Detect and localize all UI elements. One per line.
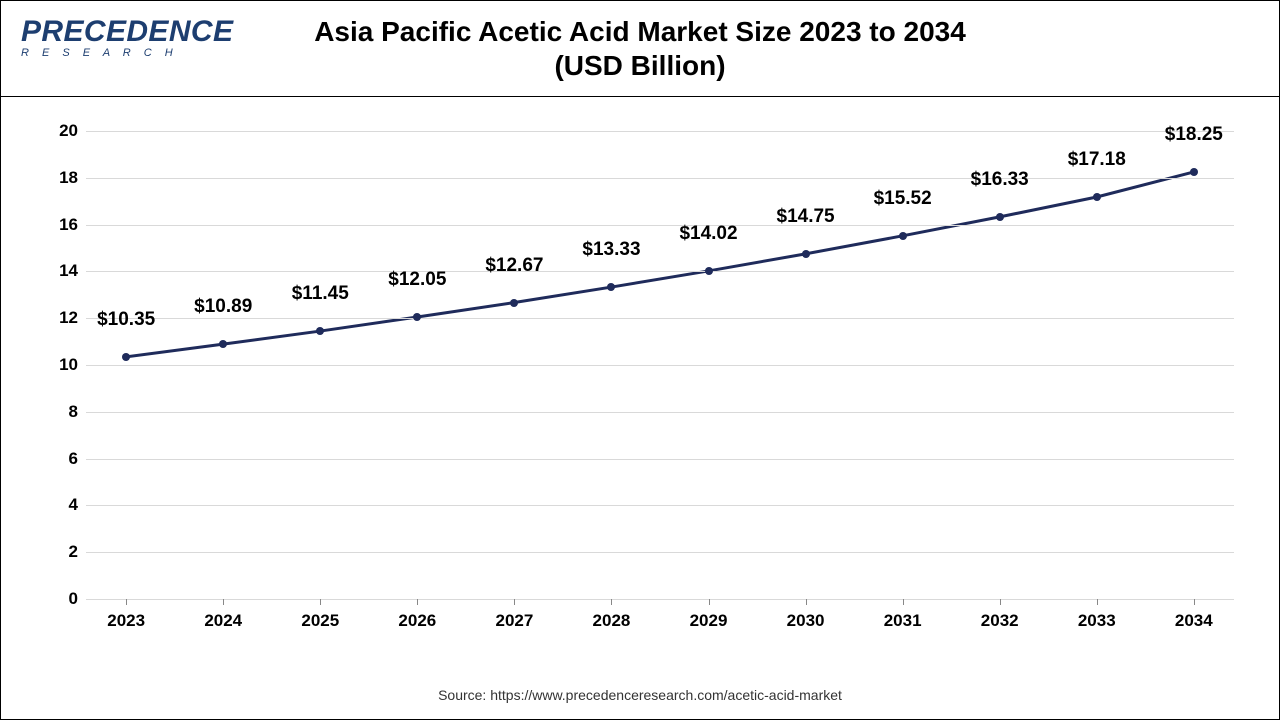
gridline (86, 318, 1234, 319)
y-tick-label: 12 (46, 308, 78, 328)
x-tick-label: 2034 (1175, 611, 1213, 631)
data-label: $14.02 (679, 223, 737, 245)
data-point (122, 353, 130, 361)
data-label: $10.35 (97, 309, 155, 331)
y-tick-label: 8 (46, 402, 78, 422)
data-point (219, 340, 227, 348)
gridline (86, 505, 1234, 506)
gridline (86, 599, 1234, 600)
title-line1: Asia Pacific Acetic Acid Market Size 202… (314, 16, 966, 47)
plot-wrap: 0 2 4 6 8 10 12 14 16 18 20 2023 2024 2025 2026 2027 202… (31, 121, 1249, 654)
data-point (607, 283, 615, 291)
gridline (86, 131, 1234, 132)
gridline (86, 365, 1234, 366)
data-label: $10.89 (194, 296, 252, 318)
y-tick-label: 10 (46, 355, 78, 375)
data-label: $14.75 (777, 206, 835, 228)
gridline (86, 271, 1234, 272)
logo: PRECEDENCE R E S E A R C H (21, 15, 233, 59)
x-tick-mark (514, 599, 515, 605)
y-tick-label: 0 (46, 589, 78, 609)
x-tick-mark (709, 599, 710, 605)
x-tick-mark (126, 599, 127, 605)
data-label: $13.33 (582, 239, 640, 261)
x-tick-label: 2028 (593, 611, 631, 631)
y-tick-label: 4 (46, 495, 78, 515)
data-point (802, 250, 810, 258)
x-tick-mark (320, 599, 321, 605)
gridline (86, 552, 1234, 553)
x-tick-mark (903, 599, 904, 605)
data-point (996, 213, 1004, 221)
y-tick-label: 20 (46, 121, 78, 141)
data-point (899, 232, 907, 240)
x-tick-mark (417, 599, 418, 605)
x-tick-mark (1097, 599, 1098, 605)
x-tick-mark (611, 599, 612, 605)
plot-area: 0246810121416182020232024202520262027202… (86, 131, 1234, 599)
x-tick-mark (1194, 599, 1195, 605)
x-tick-label: 2025 (301, 611, 339, 631)
data-point (316, 327, 324, 335)
x-tick-label: 2023 (107, 611, 145, 631)
y-tick-label: 6 (46, 449, 78, 469)
data-label: $15.52 (874, 188, 932, 210)
x-tick-label: 2031 (884, 611, 922, 631)
x-tick-mark (223, 599, 224, 605)
logo-main: PRECEDENCE (21, 15, 233, 49)
data-point (413, 313, 421, 321)
x-tick-label: 2024 (204, 611, 242, 631)
x-tick-label: 2029 (690, 611, 728, 631)
y-tick-label: 14 (46, 261, 78, 281)
x-tick-label: 2032 (981, 611, 1019, 631)
data-label: $18.25 (1165, 124, 1223, 146)
gridline (86, 225, 1234, 226)
data-label: $12.05 (388, 269, 446, 291)
data-label: $17.18 (1068, 149, 1126, 171)
x-tick-label: 2026 (398, 611, 436, 631)
x-tick-mark (806, 599, 807, 605)
x-tick-label: 2027 (495, 611, 533, 631)
data-point (510, 299, 518, 307)
data-label: $16.33 (971, 169, 1029, 191)
data-label: $12.67 (485, 255, 543, 277)
data-label: $11.45 (292, 283, 349, 305)
data-point (705, 267, 713, 275)
x-tick-label: 2033 (1078, 611, 1116, 631)
y-tick-label: 18 (46, 168, 78, 188)
gridline (86, 459, 1234, 460)
header: PRECEDENCE R E S E A R C H Asia Pacific … (1, 1, 1279, 97)
title-line2: (USD Billion) (554, 50, 725, 81)
line-series (126, 172, 1194, 357)
data-point (1093, 193, 1101, 201)
y-tick-label: 2 (46, 542, 78, 562)
gridline (86, 178, 1234, 179)
source-text: Source: https://www.precedenceresearch.c… (1, 687, 1279, 703)
chart-container: PRECEDENCE R E S E A R C H Asia Pacific … (0, 0, 1280, 720)
data-point (1190, 168, 1198, 176)
y-tick-label: 16 (46, 215, 78, 235)
x-tick-label: 2030 (787, 611, 825, 631)
x-tick-mark (1000, 599, 1001, 605)
gridline (86, 412, 1234, 413)
